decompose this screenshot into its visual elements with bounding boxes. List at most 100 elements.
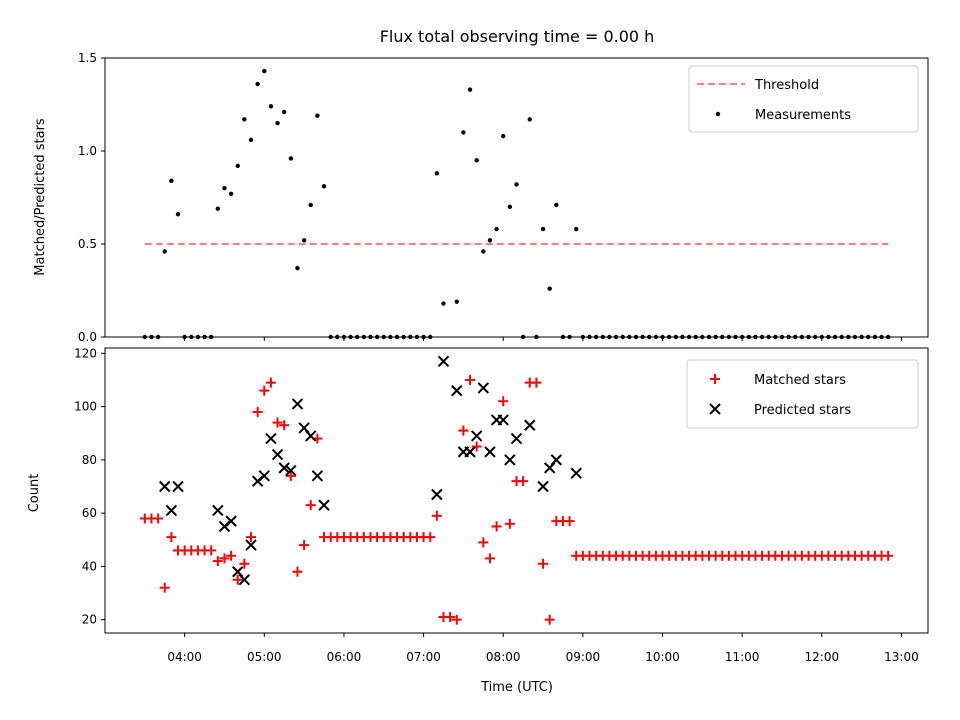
predicted-star-point <box>525 420 535 430</box>
matched-star-point <box>883 551 893 561</box>
matched-star-point <box>266 378 276 388</box>
measurement-point <box>295 266 299 270</box>
x-tick-label: 12:00 <box>805 650 840 664</box>
measurement-point <box>249 138 253 142</box>
bottom-y-axis-label: Count <box>27 474 42 513</box>
predicted-star-point <box>273 450 283 460</box>
predicted-star-point <box>292 399 302 409</box>
matched-star-point <box>518 476 528 486</box>
measurement-point <box>474 158 478 162</box>
measurement-point <box>163 249 167 253</box>
matched-star-point <box>259 386 269 396</box>
predicted-star-point <box>505 455 515 465</box>
bottom-y-tick-label: 100 <box>74 400 97 414</box>
predicted-star-point <box>266 434 276 444</box>
matched-star-point <box>160 583 170 593</box>
bottom-y-tick-label: 40 <box>82 559 97 573</box>
bottom-y-tick-label: 20 <box>82 613 97 627</box>
x-tick-label: 09:00 <box>566 650 601 664</box>
measurement-point <box>262 69 266 73</box>
measurement-point <box>236 164 240 168</box>
bottom-y-ticks: 20 40 60 80 100 120 <box>74 346 105 626</box>
measurement-point <box>455 299 459 303</box>
predicted-star-point <box>512 434 522 444</box>
measurement-point <box>541 227 545 231</box>
matched-star-point <box>206 545 216 555</box>
top-y-tick-label: 0.5 <box>78 237 97 251</box>
top-legend: Threshold Measurements <box>689 66 918 132</box>
matched-star-point <box>425 532 435 542</box>
predicted-star-point <box>551 455 561 465</box>
measurement-point <box>508 205 512 209</box>
top-y-ticks: 0.0 0.5 1.0 1.5 <box>78 51 105 344</box>
predicted-star-point <box>465 447 475 457</box>
x-tick-label: 13:00 <box>884 650 919 664</box>
x-tick-label: 05:00 <box>247 650 282 664</box>
measurement-point <box>302 238 306 242</box>
predicted-star-point <box>213 505 223 515</box>
legend-measurements-label: Measurements <box>755 108 851 123</box>
predicted-star-point <box>498 415 508 425</box>
x-tick-label: 04:00 <box>167 650 202 664</box>
predicted-star-point <box>259 471 269 481</box>
x-tick-label: 11:00 <box>725 650 760 664</box>
predicted-star-point <box>472 431 482 441</box>
measurement-point <box>494 227 498 231</box>
matched-star-point <box>166 532 176 542</box>
bottom-y-tick-label: 60 <box>82 506 97 520</box>
predicted-star-point <box>160 482 170 492</box>
matched-star-point <box>545 615 555 625</box>
measurement-point <box>514 182 518 186</box>
matched-star-point <box>432 511 442 521</box>
predicted-star-point <box>306 431 316 441</box>
bottom-legend: Matched stars Predicted stars <box>687 360 918 428</box>
measurement-point <box>481 249 485 253</box>
matched-star-point <box>478 537 488 547</box>
measurement-point <box>216 206 220 210</box>
matched-star-point <box>458 426 468 436</box>
measurement-point <box>441 301 445 305</box>
top-y-tick-label: 0.0 <box>78 330 97 344</box>
x-tick-label: 07:00 <box>406 650 441 664</box>
measurement-point <box>488 238 492 242</box>
measurement-point <box>574 227 578 231</box>
measurement-point <box>229 192 233 196</box>
measurement-point <box>501 134 505 138</box>
matched-star-point <box>492 521 502 531</box>
predicted-star-point <box>226 516 236 526</box>
matched-star-point <box>485 553 495 563</box>
legend-predicted-label: Predicted stars <box>754 403 851 418</box>
matched-star-point <box>306 500 316 510</box>
matched-star-point <box>292 567 302 577</box>
measurement-point <box>176 212 180 216</box>
measurement-point <box>275 121 279 125</box>
chart-title: Flux total observing time = 0.00 h <box>380 27 655 46</box>
x-tick-label: 10:00 <box>645 650 680 664</box>
predicted-star-point <box>452 386 462 396</box>
x-tick-label: 08:00 <box>486 650 521 664</box>
predicted-star-point <box>478 383 488 393</box>
measurement-point <box>315 113 319 117</box>
predicted-star-point <box>432 489 442 499</box>
predicted-star-point <box>485 447 495 457</box>
matched-star-point <box>538 559 548 569</box>
matched-star-point <box>465 375 475 385</box>
measurement-point <box>255 82 259 86</box>
measurement-point <box>242 117 246 121</box>
matched-star-point <box>153 513 163 523</box>
measurement-point <box>322 184 326 188</box>
predicted-star-point <box>173 482 183 492</box>
measurement-point <box>547 286 551 290</box>
legend-measurements-swatch <box>716 112 720 116</box>
bottom-x-ticks: 04:00 05:00 06:00 07:00 08:00 09:00 10:00 11:00… <box>167 633 918 664</box>
measurement-point <box>269 104 273 108</box>
measurement-point <box>461 130 465 134</box>
top-y-tick-label: 1.5 <box>78 51 97 65</box>
bottom-y-tick-label: 120 <box>74 346 97 360</box>
x-axis-label: Time (UTC) <box>480 680 553 695</box>
measurement-point <box>435 171 439 175</box>
x-tick-label: 06:00 <box>327 650 362 664</box>
measurement-point <box>554 203 558 207</box>
bottom-y-tick-label: 80 <box>82 453 97 467</box>
matched-star-point <box>531 378 541 388</box>
